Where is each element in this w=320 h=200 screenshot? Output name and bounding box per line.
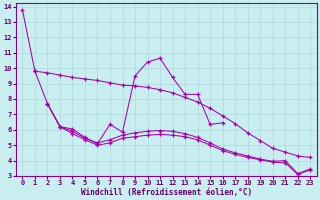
X-axis label: Windchill (Refroidissement éolien,°C): Windchill (Refroidissement éolien,°C): [81, 188, 252, 197]
